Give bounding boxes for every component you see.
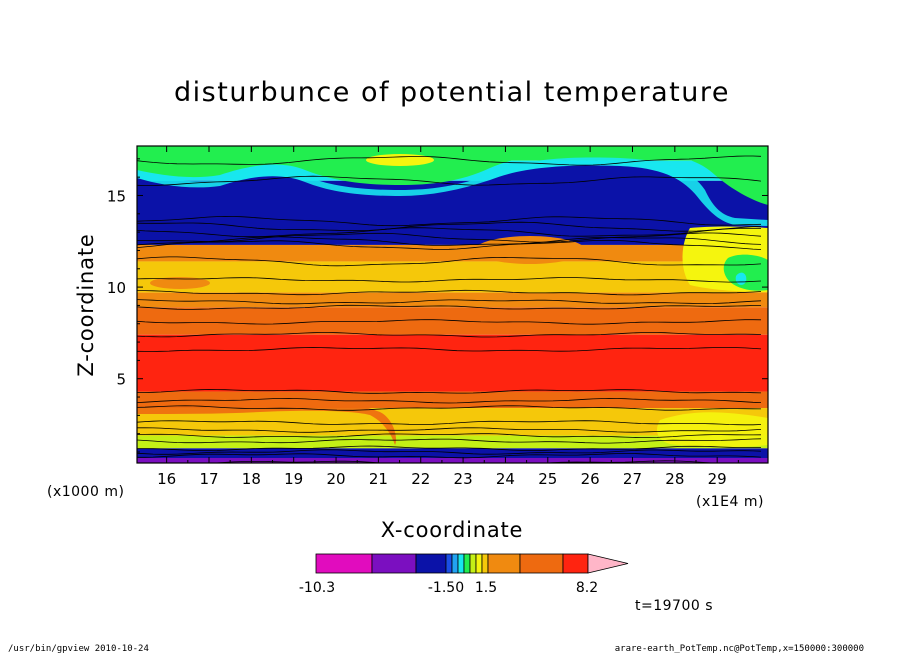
colorbar-label-min: -10.3	[299, 580, 335, 596]
plot-area	[136, 145, 769, 464]
colorbar	[315, 553, 629, 574]
chart-title: disturbunce of potential temperature	[174, 77, 730, 108]
contour-line	[137, 221, 762, 232]
x-unit-left: (x1000 m)	[47, 484, 124, 500]
lower-orange-patch	[137, 399, 397, 445]
bottom-magenta	[137, 458, 768, 463]
colorbar-cell	[451, 553, 459, 574]
colorbar-cell	[371, 553, 417, 574]
contour-line	[137, 405, 762, 411]
x-tick-label: 29	[708, 470, 727, 488]
y-axis: 5 10 15	[107, 158, 768, 453]
colorbar-cell	[415, 553, 447, 574]
contour-line	[137, 304, 762, 310]
colorbar-label-pos: 1.5	[475, 580, 497, 596]
contour-line	[137, 445, 762, 452]
lower-yellow-right	[657, 412, 768, 448]
layer-band	[137, 334, 768, 392]
colorbar-cell	[487, 553, 521, 574]
colorbar-cell	[469, 553, 477, 574]
footer-left: /usr/bin/gpview 2010-10-24	[8, 644, 149, 654]
contour-lines	[137, 155, 762, 463]
layer-band	[137, 244, 768, 262]
contour-line	[137, 232, 762, 243]
x-tick-label: 20	[326, 470, 345, 488]
x-tick-label: 26	[581, 470, 600, 488]
y-tick-label: 10	[107, 279, 126, 297]
x-axis: 16 17 18 19 20 21 22 23 24 25 26 27 28 29	[157, 146, 739, 488]
x-tick-label: 22	[411, 470, 430, 488]
contour-line	[137, 277, 762, 283]
contour-line	[137, 227, 762, 238]
contour-features	[137, 146, 768, 463]
colorbar-cell	[562, 553, 589, 574]
colorbar-cell	[457, 553, 465, 574]
contour-line	[137, 299, 762, 305]
colorbar-cell	[315, 553, 373, 574]
x-tick-label: 21	[369, 470, 388, 488]
footer-right: arare-earth_PotTemp.nc@PotTemp,x=150000:…	[615, 644, 864, 654]
contour-line	[137, 215, 762, 227]
contour-line	[137, 175, 762, 186]
colorbar-label-max: 8.2	[576, 580, 598, 596]
x-unit-right: (x1E4 m)	[696, 494, 764, 510]
contour-line	[137, 319, 762, 325]
contour-line	[137, 427, 762, 433]
x-tick-label: 18	[242, 470, 261, 488]
upper-green-wave	[137, 146, 768, 205]
x-tick-label: 19	[284, 470, 303, 488]
y-tick-label: 5	[116, 371, 126, 389]
contour-line	[137, 239, 762, 250]
contour-line	[137, 438, 762, 444]
colorbar-arrow	[587, 553, 629, 574]
time-label: t=19700 s	[635, 598, 713, 614]
contour-line	[137, 332, 762, 338]
contour-line	[210, 460, 724, 463]
blue-upper-core	[137, 165, 768, 240]
contour-line	[137, 397, 762, 404]
yellow-lens-top	[366, 154, 434, 166]
x-tick-label: 16	[157, 470, 176, 488]
colorbar-cell	[519, 553, 564, 574]
x-axis-label: X-coordinate	[381, 518, 524, 542]
layer-band	[137, 307, 768, 335]
contour-line	[137, 256, 762, 267]
contour-line	[137, 236, 762, 246]
x-tick-label: 23	[454, 470, 473, 488]
colorbar-cell	[445, 553, 453, 574]
plot-frame	[136, 145, 769, 464]
x-tick-label: 25	[538, 470, 557, 488]
colorbar-cell	[475, 553, 483, 574]
colorbar-cell	[481, 553, 489, 574]
contour-line	[137, 453, 762, 459]
contour-line	[137, 347, 762, 352]
x-tick-label: 24	[496, 470, 515, 488]
contour-line	[137, 289, 762, 296]
x-tick-label: 28	[665, 470, 684, 488]
contour-line	[137, 420, 762, 426]
y-axis-label: Z-coordinate	[74, 233, 98, 376]
contour-line	[137, 449, 762, 455]
contour-line	[137, 155, 762, 166]
y-tick-label: 15	[107, 187, 126, 205]
x-tick-label: 17	[199, 470, 218, 488]
layer-band	[137, 261, 768, 293]
layer-band	[137, 435, 768, 449]
contour-line	[137, 389, 762, 394]
orange-lens-left	[150, 277, 210, 289]
colorbar-cell	[463, 553, 471, 574]
x-tick-label: 27	[623, 470, 642, 488]
contour-line	[137, 433, 762, 438]
colorbar-label-neg: -1.50	[428, 580, 464, 596]
